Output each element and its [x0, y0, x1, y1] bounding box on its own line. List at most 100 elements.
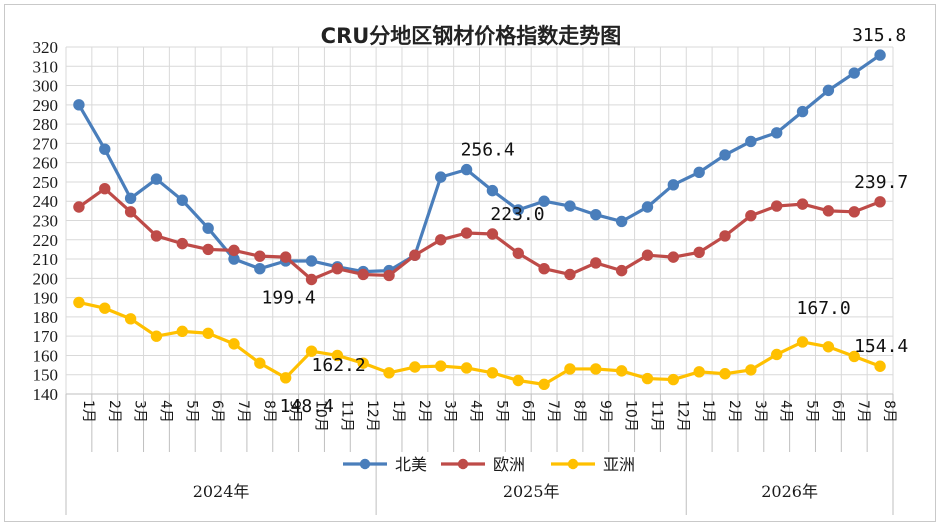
data-point-1 — [99, 182, 111, 195]
data-point-0 — [667, 179, 680, 191]
data-point-1 — [512, 247, 524, 259]
data-point-0 — [73, 99, 85, 111]
data-point-2 — [538, 378, 550, 391]
data-point-2 — [228, 338, 240, 350]
x-tick-label: 3月 — [442, 400, 458, 423]
data-point-0 — [435, 171, 447, 183]
data-point-0 — [822, 84, 835, 97]
data-point-1 — [176, 237, 188, 250]
data-point-2 — [771, 348, 783, 361]
y-tick-label: 250 — [33, 173, 59, 192]
data-point-1 — [357, 268, 369, 281]
data-point-1 — [305, 273, 318, 286]
x-tick-label: 1月 — [700, 400, 716, 423]
data-point-1 — [615, 264, 628, 277]
y-tick-label: 210 — [33, 250, 59, 269]
x-tick-label: 2月 — [726, 400, 742, 423]
y-tick-label: 220 — [33, 231, 59, 250]
data-point-0 — [124, 192, 137, 205]
data-point-1 — [435, 234, 447, 246]
data-point-2 — [745, 364, 757, 376]
data-label: 154.4 — [854, 336, 908, 357]
x-tick-label: 11月 — [338, 400, 354, 432]
x-tick-label: 8月 — [571, 400, 587, 423]
data-point-1 — [254, 250, 266, 262]
x-tick-label: 1月 — [80, 400, 96, 423]
y-tick-label: 310 — [33, 57, 59, 76]
data-point-2 — [719, 368, 731, 380]
data-point-2 — [615, 365, 628, 377]
data-point-1 — [279, 251, 292, 263]
data-point-1 — [486, 228, 499, 240]
x-tick-label: 6月 — [829, 400, 845, 423]
data-label: 315.8 — [852, 25, 906, 46]
x-tick-label: 4月 — [468, 400, 484, 423]
data-label: 199.4 — [262, 287, 316, 308]
x-tick-label: 9月 — [287, 400, 303, 423]
y-tick-label: 300 — [33, 77, 59, 96]
data-point-2 — [383, 367, 395, 379]
x-tick-label: 12月 — [364, 400, 380, 432]
data-point-2 — [564, 363, 576, 375]
data-label: 256.4 — [461, 140, 515, 161]
y-tick-label: 280 — [33, 115, 59, 134]
data-point-1 — [538, 262, 550, 275]
data-point-2 — [202, 327, 214, 339]
x-tick-label: 7月 — [235, 400, 251, 423]
data-point-1 — [124, 206, 137, 218]
x-tick-label: 12月 — [674, 400, 690, 432]
data-point-1 — [409, 249, 421, 261]
data-point-1 — [202, 243, 214, 256]
data-point-2 — [667, 373, 680, 386]
legend-marker — [567, 458, 579, 470]
y-tick-label: 180 — [33, 308, 59, 327]
data-point-0 — [641, 201, 654, 213]
data-point-2 — [435, 360, 447, 372]
data-point-2 — [73, 296, 85, 309]
x-tick-label: 8月 — [261, 400, 277, 423]
x-tick-label: 3月 — [752, 400, 768, 423]
data-point-1 — [822, 205, 835, 217]
chart-frame — [4, 4, 936, 522]
data-point-2 — [150, 330, 163, 342]
year-group-label: 2025年 — [503, 482, 560, 501]
data-point-0 — [512, 204, 524, 216]
data-point-0 — [693, 166, 705, 179]
data-point-1 — [848, 206, 860, 218]
data-point-0 — [202, 222, 214, 234]
data-point-1 — [590, 257, 602, 269]
data-point-2 — [874, 360, 886, 372]
data-point-2 — [693, 366, 705, 378]
data-point-2 — [254, 357, 266, 369]
data-label: 162.2 — [312, 355, 366, 376]
data-point-2 — [460, 362, 473, 374]
x-tick-label: 4月 — [778, 400, 794, 423]
x-tick-label: 5月 — [493, 400, 509, 423]
y-tick-label: 150 — [33, 366, 59, 385]
data-point-2 — [331, 349, 344, 362]
x-tick-label: 7月 — [855, 400, 871, 423]
data-label: 167.0 — [797, 298, 851, 319]
data-point-2 — [486, 367, 499, 379]
data-point-0 — [771, 127, 783, 139]
data-point-1 — [874, 196, 886, 208]
y-tick-label: 160 — [33, 346, 59, 365]
x-tick-label: 7月 — [545, 400, 561, 423]
data-point-2 — [357, 357, 369, 369]
data-point-0 — [150, 173, 163, 185]
x-tick-label: 3月 — [132, 400, 148, 423]
data-point-2 — [124, 313, 137, 325]
data-point-1 — [667, 251, 680, 263]
data-point-1 — [460, 227, 473, 239]
data-point-0 — [590, 209, 602, 221]
data-point-2 — [822, 341, 835, 353]
data-point-1 — [150, 230, 163, 242]
x-tick-label: 11月 — [648, 400, 664, 432]
x-tick-label: 8月 — [881, 400, 897, 423]
y-tick-label: 320 — [33, 38, 59, 57]
data-point-0 — [564, 200, 576, 212]
data-point-1 — [383, 269, 395, 282]
y-tick-label: 230 — [33, 212, 59, 231]
data-point-1 — [564, 268, 576, 281]
